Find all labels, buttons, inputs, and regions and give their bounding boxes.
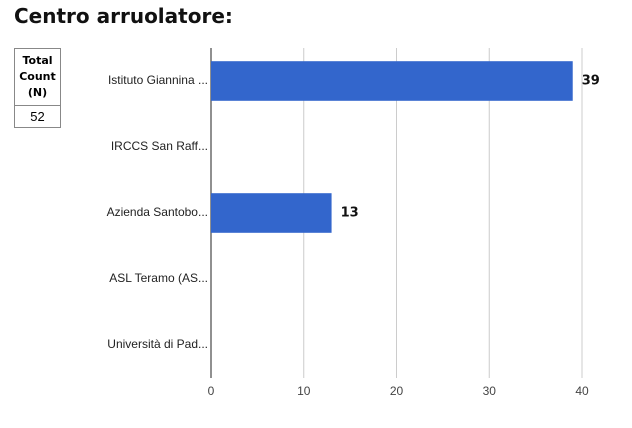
- total-table: Total Count (N) 52: [14, 48, 61, 128]
- y-tick-label: Università di Pad...: [107, 337, 208, 351]
- page-title: Centro arruolatore:: [14, 4, 233, 28]
- x-tick-label: 30: [483, 384, 497, 398]
- y-tick-label: ASL Teramo (AS...: [109, 271, 208, 285]
- y-tick-label: Azienda Santobo...: [107, 205, 208, 219]
- table-header: Total Count (N): [15, 49, 60, 106]
- value-label: 13: [341, 206, 359, 221]
- bar: [211, 193, 332, 233]
- x-tick-label: 40: [575, 384, 589, 398]
- value-label: 39: [582, 74, 600, 89]
- bar: [211, 61, 573, 101]
- x-tick-label: 20: [390, 384, 404, 398]
- y-tick-label: Istituto Giannina ...: [108, 73, 208, 87]
- table-value: 52: [30, 109, 45, 124]
- x-tick-label: 10: [297, 384, 311, 398]
- x-tick-label: 0: [208, 384, 215, 398]
- y-tick-label: IRCCS San Raff...: [111, 139, 208, 153]
